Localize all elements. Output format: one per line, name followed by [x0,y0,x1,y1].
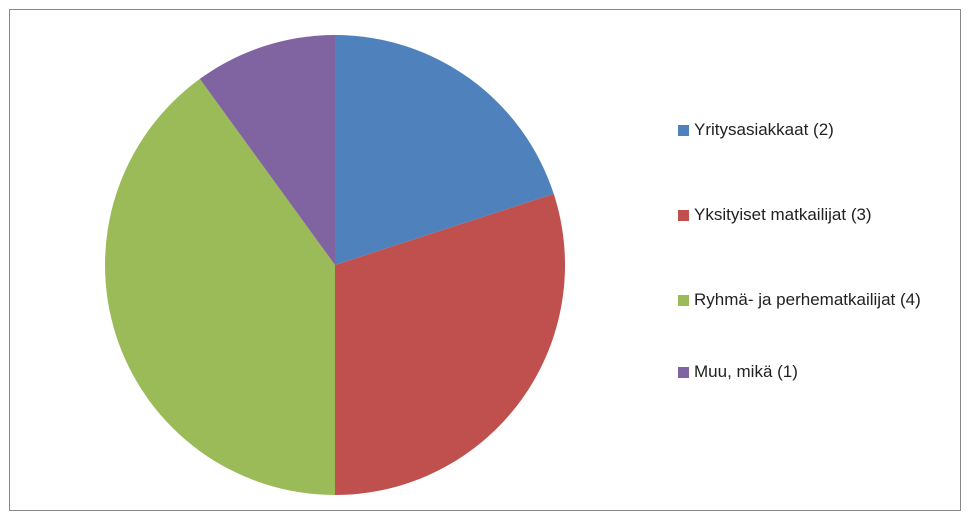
legend-swatch [678,367,689,378]
legend-item: Yksityiset matkailijat (3) [678,200,948,230]
legend-item: Ryhmä- ja perhematkailijat (4) [678,285,948,315]
pie-slice [199,35,335,265]
legend-swatch [678,210,689,221]
legend-item: Yritysasiakkaat (2) [678,115,948,145]
legend-label: Yksityiset matkailijat (3) [694,205,872,224]
pie-slice [335,35,554,265]
legend-item: Muu, mikä (1) [678,357,948,387]
legend-label: Ryhmä- ja perhematkailijat (4) [694,290,921,309]
legend-swatch [678,125,689,136]
pie-slice [105,78,335,496]
legend-swatch [678,295,689,306]
pie-slice [335,193,565,495]
chart-frame [9,9,961,511]
legend-label: Muu, mikä (1) [694,362,798,381]
legend-label: Yritysasiakkaat (2) [694,120,834,139]
